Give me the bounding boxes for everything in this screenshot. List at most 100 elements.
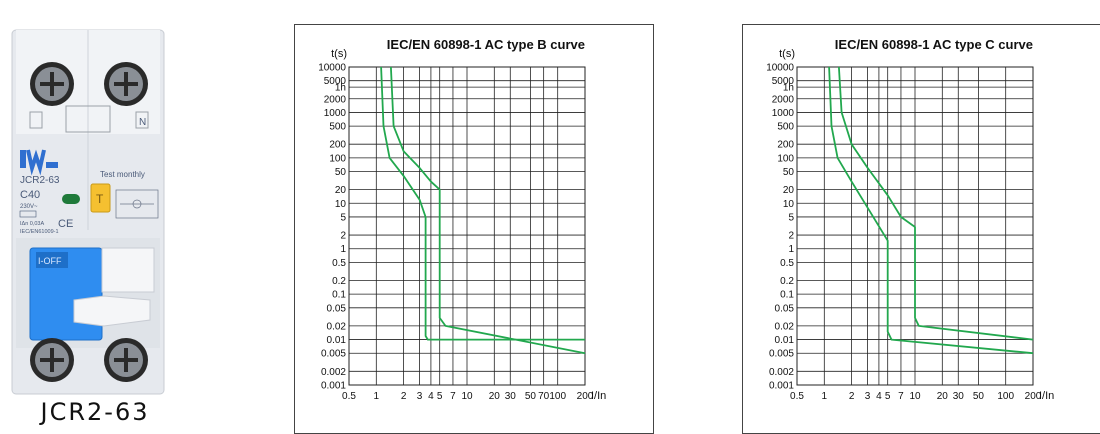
breaker-illustration: N JCR2-63 C40 230V~ IΔn 0,03A IEC/EN6100… <box>11 29 165 395</box>
y-axis-label: t(s) <box>779 48 795 60</box>
y-tick-label: 500 <box>329 122 346 133</box>
sensitivity-label: IΔn 0,03A <box>20 221 44 227</box>
device-photo: N JCR2-63 C40 230V~ IΔn 0,03A IEC/EN6100… <box>0 0 200 434</box>
x-tick-label: 10 <box>461 391 473 402</box>
rating-label: C40 <box>20 189 40 201</box>
y-tick-label: 1000 <box>324 108 347 119</box>
x-tick-label: 7 <box>898 391 904 402</box>
y-tick-label: 0.001 <box>321 381 346 392</box>
x-tick-label: 20 <box>937 391 949 402</box>
trip-curve-lower <box>828 66 1034 355</box>
x-tick-label: 200 <box>577 391 594 402</box>
plot-frame <box>796 66 1034 386</box>
y-tick-label: 20 <box>335 185 347 196</box>
y-tick-label: 2000 <box>772 94 795 105</box>
y-tick-label: 100 <box>777 153 794 164</box>
on-off-label: I-OFF <box>38 256 62 266</box>
y-tick-label: 0.2 <box>780 276 794 287</box>
x-tick-label: 5 <box>885 391 891 402</box>
y-tick-label: 5000 <box>324 76 347 87</box>
trip-curve-upper <box>390 66 586 355</box>
x-tick-label: 50 <box>973 391 985 402</box>
y-tick-label: 0.005 <box>769 349 794 360</box>
x-tick-label: 2 <box>401 391 407 402</box>
y-tick-label: 0.02 <box>327 321 347 332</box>
y-tick-label: 0.002 <box>321 367 346 378</box>
terminal-screw-top-left <box>30 62 74 106</box>
y-tick-label: 10000 <box>766 63 794 74</box>
trip-curve-lower <box>380 66 585 341</box>
y-tick-label: 1h <box>335 83 346 94</box>
model-label: JCR2-63 <box>20 175 60 186</box>
y-tick-label: 500 <box>777 122 794 133</box>
y-tick-label: 200 <box>777 140 794 151</box>
y-tick-label: 1000 <box>772 108 795 119</box>
y-tick-label: 0.5 <box>332 258 346 269</box>
y-axis-label: t(s) <box>331 48 347 60</box>
x-tick-label: 20 <box>489 391 501 402</box>
ce-mark: CE <box>58 218 73 230</box>
y-tick-label: 0.1 <box>332 290 346 301</box>
y-tick-label: 10 <box>783 199 795 210</box>
chart-title: IEC/EN 60898-1 AC type B curve <box>387 37 585 52</box>
y-tick-label: 0.002 <box>769 367 794 378</box>
trip-curve-upper <box>838 66 1034 341</box>
x-tick-label: 2 <box>849 391 855 402</box>
y-tick-label: 10 <box>335 199 347 210</box>
x-tick-label: 3 <box>865 391 871 402</box>
x-axis-label: I/In <box>1039 390 1054 402</box>
type-c-curve-chart: IEC/EN 60898-1 AC type C curve t(s) I/In 10… <box>742 24 1100 434</box>
y-tick-label: 100 <box>329 153 346 164</box>
x-axis-label: I/In <box>591 390 606 402</box>
x-tick-label: 70 <box>538 391 550 402</box>
test-button[interactable] <box>90 183 111 213</box>
y-tick-label: 0.02 <box>775 321 795 332</box>
type-c-curve-svg: IEC/EN 60898-1 AC type C curvet(s)I/In10… <box>766 37 1054 402</box>
y-tick-label: 10000 <box>318 63 346 74</box>
y-tick-label: 0.01 <box>775 335 795 346</box>
terminal-n-label: N <box>139 117 146 128</box>
y-tick-label: 5000 <box>772 76 795 87</box>
terminal-screw-top-right <box>104 62 148 106</box>
y-tick-label: 1 <box>788 244 794 255</box>
x-tick-label: 50 <box>525 391 537 402</box>
voltage-label: 230V~ <box>20 204 38 210</box>
x-tick-label: 1 <box>822 391 828 402</box>
x-tick-label: 5 <box>437 391 443 402</box>
x-tick-label: 1 <box>374 391 380 402</box>
x-tick-label: 10 <box>909 391 921 402</box>
type-b-curve-svg: IEC/EN 60898-1 AC type B curvet(s)I/In10… <box>318 37 606 402</box>
terminal-screw-bottom-left <box>30 338 74 382</box>
x-tick-label: 0.5 <box>342 391 356 402</box>
plot-frame <box>348 66 586 386</box>
x-tick-label: 100 <box>549 391 566 402</box>
chart-title: IEC/EN 60898-1 AC type C curve <box>835 37 1033 52</box>
test-button-label: T <box>96 192 104 206</box>
y-tick-label: 0.1 <box>780 290 794 301</box>
y-tick-label: 2 <box>788 231 794 242</box>
x-tick-label: 100 <box>997 391 1014 402</box>
y-tick-label: 0.005 <box>321 349 346 360</box>
y-tick-label: 20 <box>783 185 795 196</box>
x-tick-label: 200 <box>1025 391 1042 402</box>
y-tick-label: 200 <box>329 140 346 151</box>
x-tick-label: 0.5 <box>790 391 804 402</box>
y-tick-label: 0.05 <box>327 303 347 314</box>
y-tick-label: 0.05 <box>775 303 795 314</box>
y-tick-label: 2000 <box>324 94 347 105</box>
test-monthly-label: Test monthly <box>100 170 145 179</box>
y-tick-label: 0.001 <box>769 381 794 392</box>
x-tick-label: 30 <box>953 391 965 402</box>
y-tick-label: 0.5 <box>780 258 794 269</box>
x-tick-label: 4 <box>428 391 434 402</box>
x-tick-label: 4 <box>876 391 882 402</box>
terminal-screw-bottom-right <box>104 338 148 382</box>
type-b-curve-chart: IEC/EN 60898-1 AC type B curve t(s) I/In 10… <box>294 24 654 434</box>
y-tick-label: 1h <box>783 83 794 94</box>
y-tick-label: 50 <box>335 167 347 178</box>
brand-logo <box>20 149 58 176</box>
standard-label: IEC/EN61009-1 <box>20 229 59 235</box>
y-tick-label: 50 <box>783 167 795 178</box>
y-tick-label: 1 <box>340 244 346 255</box>
y-tick-label: 0.2 <box>332 276 346 287</box>
